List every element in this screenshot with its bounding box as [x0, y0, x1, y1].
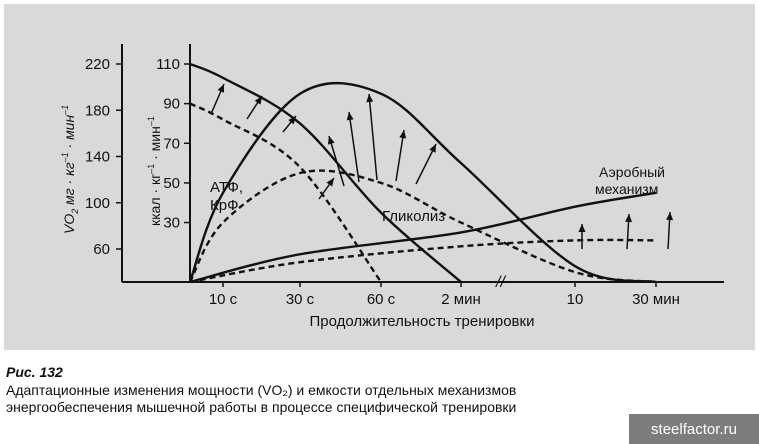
- left-axis-ticks: 220 180 140 100 60: [85, 56, 122, 258]
- chart-svg: // 220 180 140 100 60 110 90 70 50 30 10 с 30 с 60…: [60, 44, 724, 330]
- atp-label-line1: АТФ,: [210, 179, 243, 196]
- arrow-head: [327, 136, 335, 145]
- left-axis-label: VO2 мг · кг–1 · мин–1: [60, 105, 80, 234]
- x-tick-label: 30 с: [286, 291, 315, 308]
- arrows-group: [210, 83, 674, 250]
- aerobic-label-line2: механизм: [595, 181, 658, 197]
- aerobic-label-line1: Аэробный: [599, 164, 665, 180]
- adaptation-arrow: [368, 93, 378, 181]
- arrow-head: [578, 224, 586, 232]
- watermark: steelfactor.ru: [629, 414, 759, 444]
- x-tick-label: 10 с: [209, 291, 238, 308]
- x-tick-label: 10: [567, 291, 584, 308]
- right-tick-label: 50: [163, 175, 180, 192]
- arrow-head: [254, 96, 262, 105]
- arrow-head: [366, 94, 374, 103]
- series-line-3: [188, 169, 657, 284]
- series-line-2: [188, 81, 657, 284]
- left-tick-label: 140: [85, 149, 110, 166]
- right-axis-label: ккал · кг–1 · мин–1: [146, 116, 163, 226]
- arrow-head: [625, 214, 633, 223]
- x-axis-ticks: 10 с 30 с 60 с 2 мин 10 30 мин: [209, 282, 680, 308]
- x-tick-label: 2 мин: [441, 291, 481, 308]
- left-tick-label: 100: [85, 195, 110, 212]
- series-line-1: [189, 102, 382, 283]
- figure-number: Рис. 132: [6, 364, 63, 380]
- atp-label-line2: КрФ: [210, 197, 238, 214]
- adaptation-arrow: [395, 129, 405, 182]
- x-tick-label: 60 с: [367, 291, 396, 308]
- series-line-4: [189, 191, 657, 284]
- caption-line-1: Адаптационные изменения мощности (VO₂) и…: [6, 382, 517, 398]
- arrow-head: [399, 130, 407, 139]
- x-axis-label: Продолжительность тренировки: [310, 313, 535, 330]
- arrow-head: [217, 84, 225, 93]
- axis-break: //: [495, 274, 506, 291]
- left-tick-label: 220: [85, 56, 110, 73]
- right-axis-ticks: 110 90 70 50 30: [156, 56, 190, 232]
- left-tick-label: 60: [93, 241, 110, 258]
- right-tick-label: 110: [156, 56, 180, 73]
- arrow-head: [666, 212, 674, 221]
- right-tick-label: 90: [163, 96, 180, 113]
- arrow-head: [429, 144, 436, 153]
- series-line-5: [189, 238, 657, 284]
- arrow-head: [346, 112, 354, 121]
- glycolysis-label: Гликолиз: [382, 208, 445, 225]
- left-tick-label: 180: [85, 102, 110, 119]
- figure-panel: // 220 180 140 100 60 110 90 70 50 30 10 с 30 с 60…: [4, 4, 755, 350]
- right-tick-label: 30: [163, 215, 180, 232]
- arrow-head: [326, 178, 334, 187]
- x-tick-label: 30 мин: [632, 291, 680, 308]
- caption-line-2: энергообеспечения мышечной работы в проц…: [6, 399, 517, 415]
- arrow-head: [288, 116, 296, 125]
- curves-group: [188, 62, 657, 284]
- adaptation-arrow: [348, 111, 360, 183]
- right-tick-label: 70: [163, 135, 180, 152]
- adaptation-arrow: [328, 135, 345, 187]
- series-line-0: [189, 62, 462, 283]
